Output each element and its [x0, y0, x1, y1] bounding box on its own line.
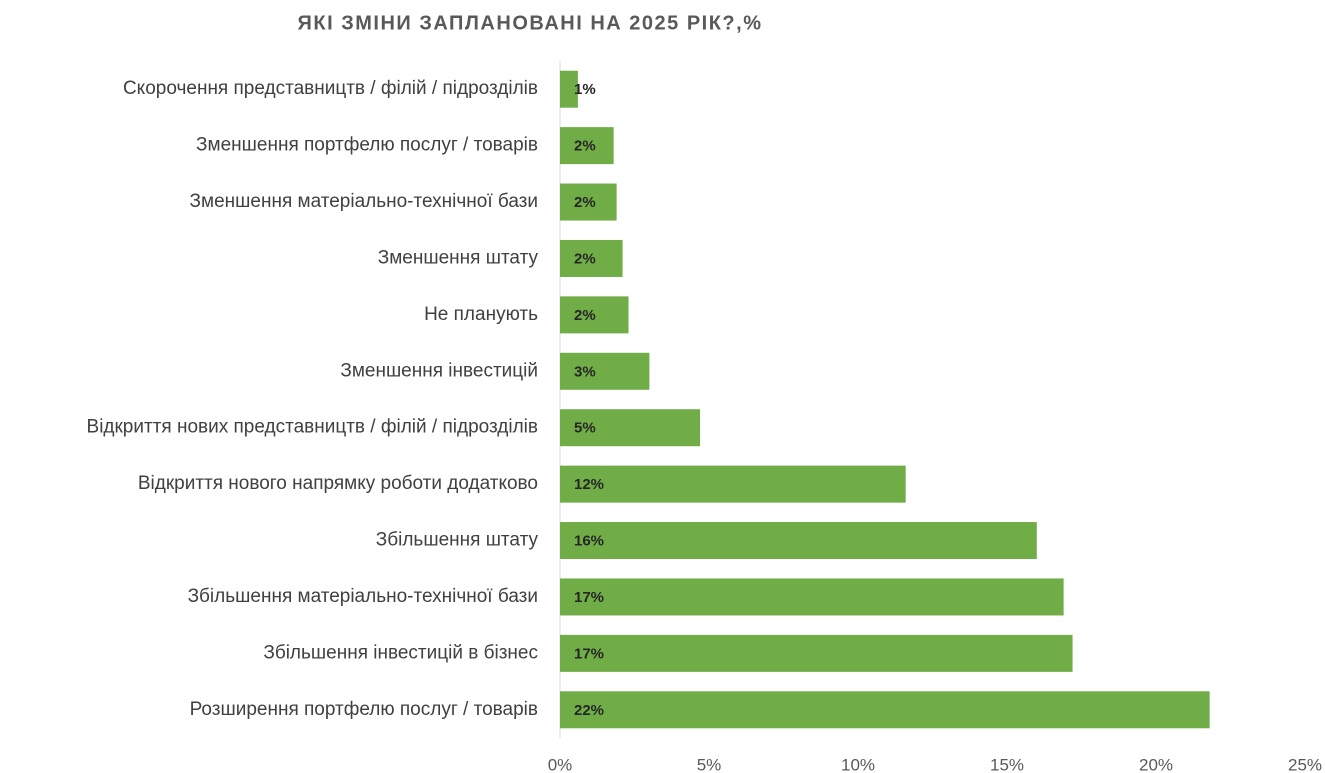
- data-label: 3%: [574, 363, 596, 380]
- y-tick-label: Відкриття нового напрямку роботи додатко…: [138, 473, 538, 494]
- y-tick-label: Зменшення портфелю послуг / товарів: [196, 135, 538, 156]
- data-label: 1%: [574, 81, 596, 98]
- data-label: 2%: [574, 250, 596, 267]
- bar: [560, 578, 1064, 616]
- bar: [560, 352, 650, 390]
- y-tick-label: Відкриття нових представництв / філій / …: [87, 417, 538, 438]
- x-tick-label: 20%: [1139, 755, 1173, 773]
- bar: [560, 691, 1210, 729]
- y-tick-label: Не планують: [424, 304, 538, 325]
- data-label: 12%: [574, 476, 604, 493]
- data-label: 2%: [574, 194, 596, 211]
- bar: [560, 522, 1037, 560]
- y-tick-label: Розширення портфелю послуг / товарів: [190, 699, 538, 720]
- y-tick-label: Зменшення штату: [378, 247, 539, 268]
- y-tick-label: Скорочення представництв / філій / підро…: [123, 78, 538, 99]
- data-label: 16%: [574, 533, 604, 550]
- bar: [560, 409, 701, 447]
- y-tick-label: Зменшення матеріально-технічної бази: [190, 191, 538, 212]
- chart-title: ЯКІ ЗМІНИ ЗАПЛАНОВАНІ НА 2025 РІК?,%: [298, 12, 763, 34]
- bar: [560, 296, 629, 334]
- x-tick-label: 15%: [990, 755, 1024, 773]
- bar: [560, 465, 906, 503]
- data-label: 17%: [574, 589, 604, 606]
- x-tick-label: 25%: [1288, 755, 1322, 773]
- bar: [560, 183, 617, 221]
- bar: [560, 634, 1073, 672]
- data-label: 5%: [574, 420, 596, 437]
- bar: [560, 239, 623, 277]
- data-label: 2%: [574, 307, 596, 324]
- data-label: 22%: [574, 702, 604, 719]
- x-tick-label: 5%: [697, 755, 722, 773]
- x-tick-label: 0%: [548, 755, 573, 773]
- data-label: 17%: [574, 645, 604, 662]
- data-label: 2%: [574, 138, 596, 155]
- y-tick-label: Збільшення матеріально-технічної бази: [188, 586, 538, 607]
- y-tick-label: Збільшення штату: [376, 530, 539, 551]
- y-tick-label: Збільшення інвестицій в бізнес: [263, 642, 538, 663]
- y-tick-label: Зменшення інвестицій: [340, 360, 538, 381]
- bar: [560, 127, 614, 165]
- x-tick-label: 10%: [841, 755, 875, 773]
- bar: [560, 70, 578, 108]
